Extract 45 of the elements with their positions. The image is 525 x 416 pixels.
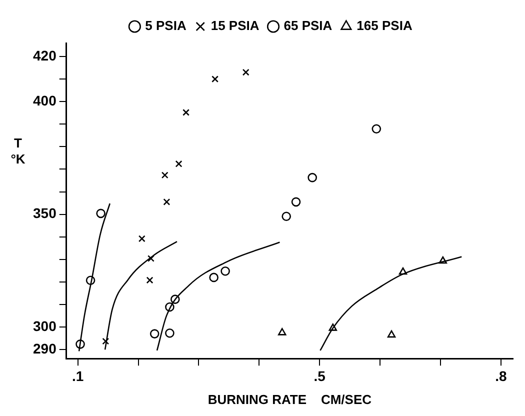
point: [182, 108, 190, 116]
point: [387, 330, 396, 338]
point: [372, 124, 382, 134]
legend-label: 5 PSIA: [145, 18, 187, 34]
point: [161, 172, 168, 179]
point: [86, 276, 96, 286]
point: [165, 328, 174, 338]
point: [170, 294, 180, 304]
point: [175, 160, 182, 168]
point: [209, 272, 218, 282]
point: [147, 255, 154, 262]
legend-label: 65 PSIA: [284, 18, 333, 34]
x-tick-label: .1: [72, 368, 84, 384]
point: [76, 340, 85, 349]
y-tick-label: 350: [33, 205, 57, 222]
line-series: [320, 256, 462, 352]
point: [220, 266, 230, 276]
point: [242, 68, 250, 76]
y-tick-label: 290: [33, 340, 57, 356]
point: [278, 328, 286, 336]
point: [291, 197, 301, 207]
y-tick-label: 400: [33, 92, 57, 108]
point: [328, 324, 338, 331]
x-tick-label: .8: [495, 368, 507, 384]
point: [398, 267, 408, 275]
y-tick-label: 300: [33, 318, 57, 334]
y-axis-title: T °K: [10, 136, 26, 167]
point: [150, 329, 160, 338]
point: [163, 198, 170, 206]
point: [438, 256, 448, 264]
line-series: [104, 240, 178, 350]
point: [212, 76, 219, 83]
point: [282, 212, 292, 222]
point: [146, 276, 154, 284]
x-tick-label: .5: [314, 368, 326, 384]
point: [138, 235, 146, 242]
x-axis-title: BURNING RATE CM/SEC: [208, 392, 372, 407]
y-tick-label: 420: [33, 47, 57, 64]
line-series: [78, 202, 111, 352]
point: [96, 208, 106, 218]
point: [102, 338, 110, 345]
legend-label: 165 PSIA: [356, 18, 413, 34]
point: [165, 302, 174, 312]
point: [308, 172, 317, 182]
legend-label: 15 PSIA: [210, 18, 260, 34]
